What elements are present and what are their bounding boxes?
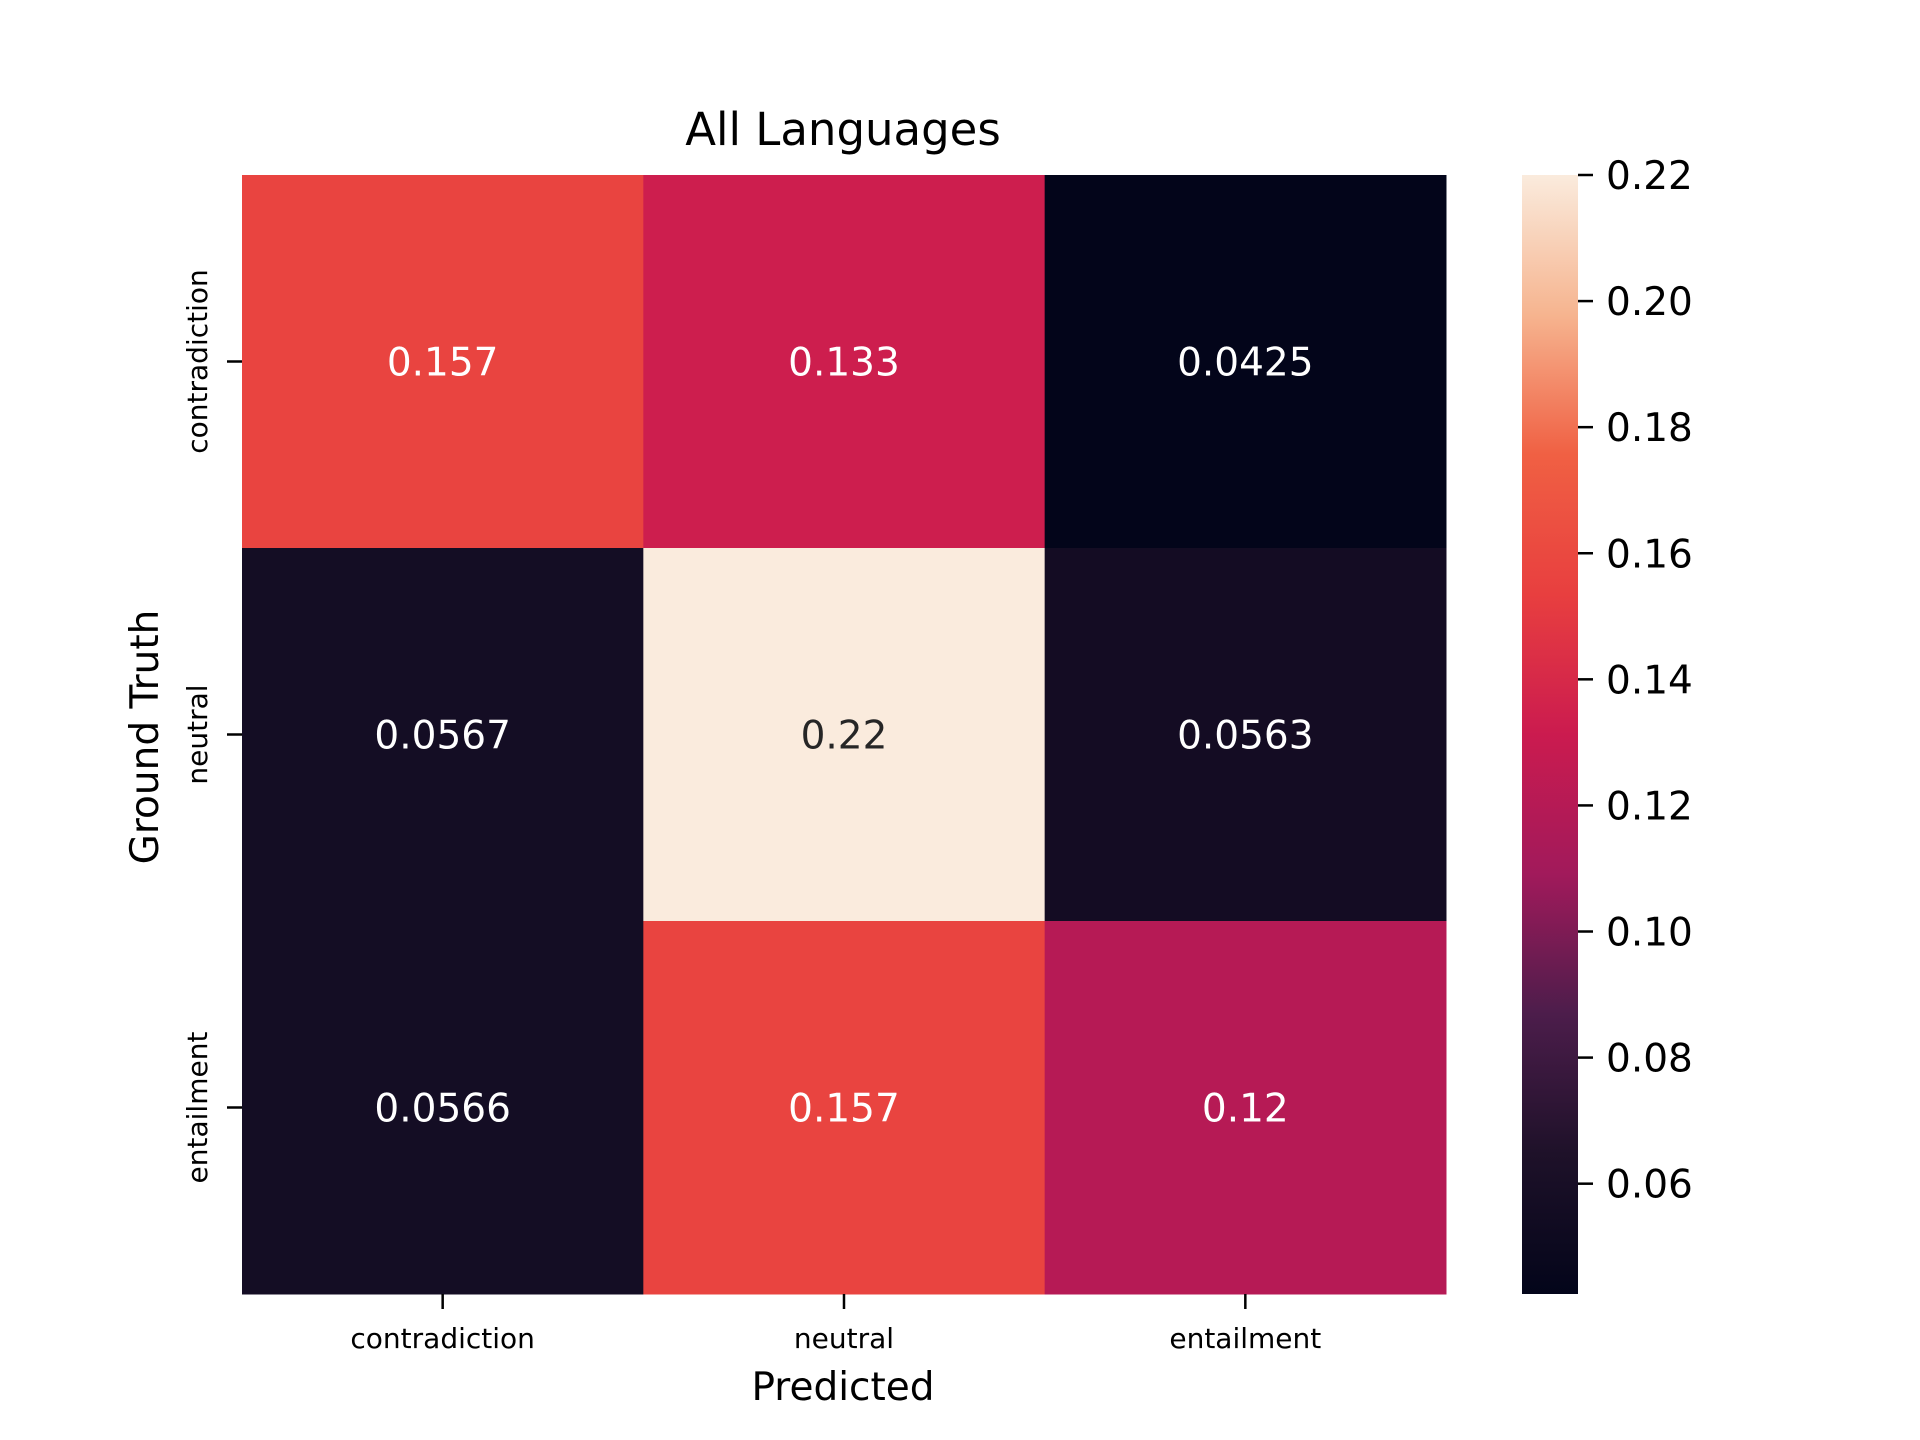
y-axis: contradiction neutral entailment: [181, 269, 242, 1183]
cell-value-label: 0.12: [1202, 1087, 1289, 1132]
heatmap-cell: [1044, 548, 1447, 922]
cell-value-label: 0.0566: [374, 1087, 510, 1132]
colorbar-tick-label: 0.14: [1606, 658, 1693, 703]
y-tick-label: entailment: [181, 1032, 214, 1184]
x-tick-label: entailment: [1169, 1322, 1321, 1355]
heatmap-cell: [242, 175, 644, 549]
colorbar-gradient: [1522, 175, 1578, 1294]
y-tick-label: neutral: [181, 684, 214, 784]
colorbar-tick-label: 0.10: [1606, 911, 1693, 956]
cell-value-label: 0.157: [788, 1087, 900, 1132]
heatmap-cell: [242, 548, 644, 922]
y-axis-label: Ground Truth: [123, 610, 168, 865]
heatmap-cell: [643, 921, 1046, 1295]
colorbar-tick-label: 0.12: [1606, 784, 1693, 829]
heatmap-cell: [242, 921, 644, 1295]
cell-value-label: 0.22: [801, 714, 888, 759]
x-tick-label: neutral: [794, 1322, 894, 1355]
heatmap-cell-labels: 0.157 0.133 0.0425 0.0567 0.22 0.0563 0.0566 0.…: [374, 341, 1313, 1132]
cell-value-label: 0.0425: [1177, 341, 1313, 386]
x-axis-label: Predicted: [751, 1365, 934, 1410]
chart-title: All Languages: [685, 103, 1001, 156]
colorbar-tick-label: 0.08: [1606, 1037, 1693, 1082]
x-axis: contradiction neutral entailment: [350, 1294, 1321, 1355]
heatmap-cell: [643, 548, 1046, 922]
colorbar-tick-label: 0.16: [1606, 532, 1693, 577]
colorbar-tick-label: 0.22: [1606, 154, 1693, 199]
heatmap-cell: [1044, 921, 1447, 1295]
x-tick-label: contradiction: [350, 1322, 535, 1355]
heatmap-cell: [643, 175, 1046, 549]
cell-value-label: 0.133: [788, 341, 900, 386]
cell-value-label: 0.0567: [374, 714, 510, 759]
colorbar-tick-label: 0.20: [1606, 280, 1693, 325]
y-tick-label: contradiction: [181, 269, 214, 454]
colorbar: 0.06 0.08 0.10 0.12 0.14 0.16 0.18 0.20 0.22: [1522, 154, 1693, 1294]
colorbar-tick-label: 0.06: [1606, 1163, 1693, 1208]
heatmap-cell: [1044, 175, 1447, 549]
colorbar-tick-label: 0.18: [1606, 406, 1693, 451]
heatmap-cells: [242, 175, 1447, 1295]
cell-value-label: 0.0563: [1177, 714, 1313, 759]
cell-value-label: 0.157: [387, 341, 499, 386]
